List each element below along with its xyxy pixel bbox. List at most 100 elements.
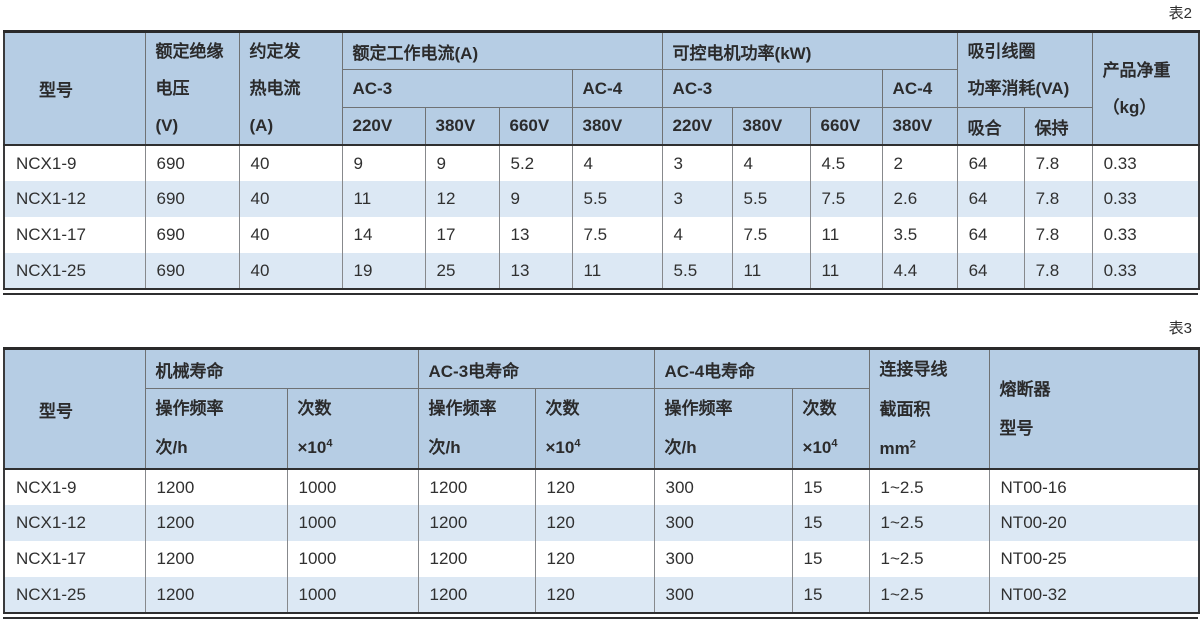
header-ac4-operating-frequency: 操作频率 次/h: [653, 388, 793, 470]
header-insulation-voltage: 额定绝缘 电压 (V): [144, 31, 240, 146]
spec-cell: 9: [498, 181, 573, 217]
cell-model: NCX1-12: [3, 181, 146, 217]
spec-cell: 1~2.5: [868, 541, 990, 577]
header-ac3-cycles: 次数 ×104: [534, 388, 655, 470]
header-line: ×104: [298, 428, 415, 467]
header-line: 操作频率: [428, 399, 497, 418]
spec-cell: 40: [238, 217, 343, 253]
header-line: 次数: [297, 399, 332, 418]
spec-cell: 7.8: [1023, 181, 1093, 217]
header-coil-hold: 保持: [1023, 107, 1093, 146]
header-ac3-operating-frequency: 操作频率 次/h: [417, 388, 536, 470]
header-power-ac3: AC-3: [661, 69, 883, 109]
header-thermal-current: 约定发 热电流 (A): [238, 31, 343, 146]
spec-cell: 11: [809, 217, 883, 253]
spec-cell: 1200: [144, 468, 288, 505]
spec-cell: 12: [424, 181, 500, 217]
header-current-ac4: AC-4: [571, 69, 663, 109]
spec-table-2: 型号 额定绝缘 电压 (V) 约定发 热电流 (A) 额定工作电流(A) 可控电…: [3, 30, 1200, 290]
header-line: mm2: [880, 429, 986, 468]
header-mech-operating-frequency: 操作频率 次/h: [144, 388, 288, 470]
header-line: 次/h: [155, 438, 188, 457]
header-power-ac4-380v: 380V: [881, 107, 958, 146]
spec-cell: 4: [731, 144, 811, 181]
header-line: ×104: [803, 428, 866, 467]
spec-cell: 1~2.5: [868, 468, 990, 505]
cell-model: NCX1-25: [3, 253, 146, 289]
unit-base: ×10: [802, 438, 832, 457]
table2-body: NCX1-9 690 40 9 9 5.2 4 3 4 4.5 2 64 7.8…: [3, 144, 1200, 289]
spec-cell: 9: [424, 144, 500, 181]
table3-caption: 表3: [1168, 320, 1192, 337]
spec-cell: 5.5: [661, 253, 733, 289]
spec-cell: 64: [956, 253, 1025, 289]
spec-cell: 15: [791, 468, 870, 505]
spec-cell: NT00-20: [988, 505, 1200, 541]
spec-cell: 5.5: [731, 181, 811, 217]
header-power-ac3-660v: 660V: [809, 107, 883, 146]
spec-cell: 14: [341, 217, 426, 253]
cell-model: NCX1-9: [3, 468, 146, 505]
spec-cell: 13: [498, 217, 573, 253]
spec-cell: 1~2.5: [868, 577, 990, 613]
table2-header-row-2: AC-3 AC-4 AC-3 AC-4: [4, 69, 1199, 109]
table-row: NCX1-9 690 40 9 9 5.2 4 3 4 4.5 2 64 7.8…: [3, 144, 1200, 181]
header-line: 次数: [545, 399, 580, 418]
header-line: 操作频率: [664, 399, 733, 418]
cell-model: NCX1-25: [3, 577, 146, 613]
header-line: 热电流: [249, 79, 301, 98]
spec-cell: 7.5: [731, 217, 811, 253]
spec-cell: 5.2: [498, 144, 573, 181]
header-line: 吸引线圈: [967, 42, 1036, 61]
unit-superscript: 4: [574, 437, 581, 450]
spec-cell: NT00-25: [988, 541, 1200, 577]
cell-model: NCX1-17: [3, 541, 146, 577]
header-line: 次/h: [428, 438, 461, 457]
cell-model: NCX1-9: [3, 144, 146, 181]
header-line: 型号: [999, 419, 1034, 438]
header-line: 次/h: [664, 438, 697, 457]
spec-cell: 4: [661, 217, 733, 253]
page: 表2 型号 额定绝缘 电压 (V) 约定发 热电流 (A) 额: [0, 5, 1200, 619]
spec-cell: 3: [661, 144, 733, 181]
header-current-ac3-380v: 380V: [424, 107, 500, 146]
spec-cell: 64: [956, 217, 1025, 253]
table2-header: 型号 额定绝缘 电压 (V) 约定发 热电流 (A) 额定工作电流(A) 可控电…: [3, 30, 1200, 146]
spec-cell: 120: [534, 505, 655, 541]
header-power-ac3-380v: 380V: [731, 107, 811, 146]
header-line: 电压: [155, 79, 190, 98]
spec-cell: 0.33: [1091, 181, 1200, 217]
table-row: NCX1-12 1200 1000 1200 120 300 15 1~2.5 …: [3, 505, 1200, 541]
header-net-weight: 产品净重 （kg）: [1091, 31, 1200, 146]
header-line: （kg）: [1102, 97, 1157, 117]
unit-superscript: 2: [909, 438, 916, 451]
header-current-ac3-220v: 220V: [341, 107, 426, 146]
spec-cell: 11: [571, 253, 663, 289]
spec-cell: 13: [498, 253, 573, 289]
header-model: 型号: [3, 348, 146, 470]
spec-cell: 15: [791, 505, 870, 541]
table3-container: 型号 机械寿命 AC-3电寿命 AC-4电寿命 连接导线 截面积 mm2 熔断器…: [3, 347, 1200, 619]
spec-cell: NT00-32: [988, 577, 1200, 613]
header-line: 截面积: [879, 400, 931, 419]
spec-cell: 11: [341, 181, 426, 217]
unit-base: ×10: [545, 438, 575, 457]
header-line: 产品净重: [1102, 60, 1171, 80]
spec-cell: 300: [653, 577, 793, 613]
table-row: NCX1-17 690 40 14 17 13 7.5 4 7.5 11 3.5…: [3, 217, 1200, 253]
header-line: 连接导线: [879, 360, 948, 379]
spec-cell: 2.6: [881, 181, 958, 217]
spec-cell: 1200: [417, 468, 536, 505]
spec-cell: 19: [341, 253, 426, 289]
spec-cell: 5.5: [571, 181, 663, 217]
header-line: 约定发: [249, 42, 301, 61]
spec-cell: 300: [653, 468, 793, 505]
header-group-ac3-electrical-life: AC-3电寿命: [417, 348, 655, 389]
header-fuse-model: 熔断器 型号: [988, 348, 1200, 470]
spec-cell: 1200: [144, 577, 288, 613]
cell-model: NCX1-12: [3, 505, 146, 541]
table-row: NCX1-12 690 40 11 12 9 5.5 3 5.5 7.5 2.6…: [3, 181, 1200, 217]
spec-cell: 40: [238, 181, 343, 217]
table3-header-row-1: 型号 机械寿命 AC-3电寿命 AC-4电寿命 连接导线 截面积 mm2 熔断器…: [3, 348, 1200, 470]
table-row: NCX1-25 690 40 19 25 13 11 5.5 11 11 4.4…: [3, 253, 1200, 289]
